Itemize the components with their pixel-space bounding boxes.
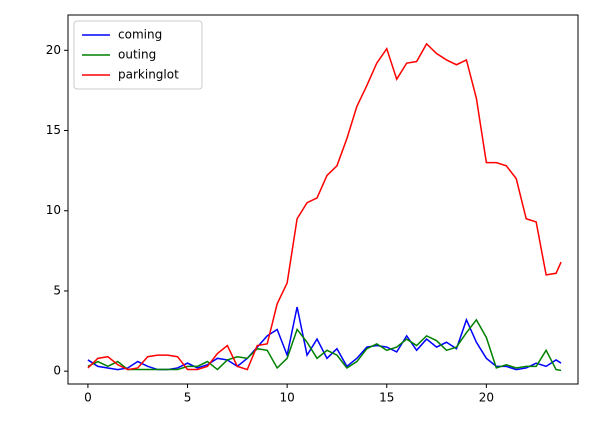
x-tick-label: 0 [84, 391, 92, 405]
series-line [87, 306, 562, 371]
y-tick-label: 5 [53, 283, 61, 297]
series-line [87, 42, 562, 371]
legend-label: outing [118, 48, 156, 62]
legend-box [73, 20, 203, 90]
x-tick-label: 20 [479, 391, 494, 405]
y-tick-label: 20 [46, 43, 61, 57]
legend-label: coming [118, 28, 162, 42]
y-tick-label: 0 [53, 364, 61, 378]
x-tick-label: 5 [184, 391, 192, 405]
series-line [87, 318, 562, 372]
plot-frame [67, 14, 579, 385]
y-tick-label: 15 [46, 123, 61, 137]
legend-label: parkinglot [118, 68, 179, 82]
x-tick-label: 15 [379, 391, 394, 405]
x-tick-label: 10 [280, 391, 295, 405]
y-tick-label: 10 [46, 203, 61, 217]
